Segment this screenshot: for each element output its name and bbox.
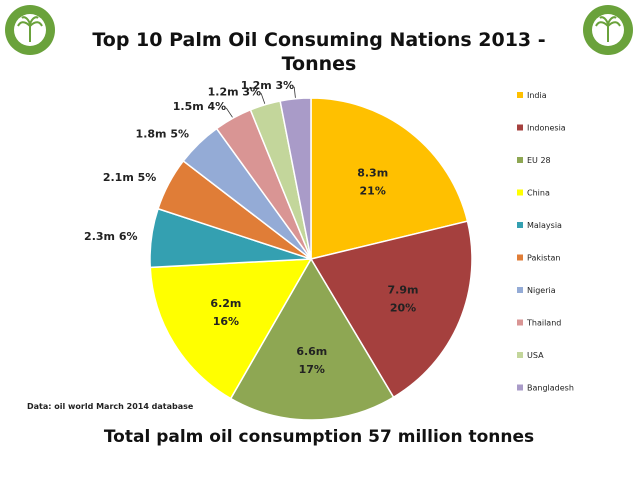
data-label-value-eu-28: 6.6m bbox=[296, 345, 327, 358]
chart-title: Top 10 Palm Oil Consuming Nations 2013 -… bbox=[92, 29, 546, 75]
data-label-percent-eu-28: 17% bbox=[299, 363, 325, 376]
data-label-pakistan: 2.1m 5% bbox=[103, 171, 156, 184]
legend-swatch-thailand bbox=[517, 319, 523, 326]
source-note: Data: oil world March 2014 database bbox=[27, 402, 194, 411]
footer-summary: Total palm oil consumption 57 million to… bbox=[103, 427, 535, 447]
pie-slice-india bbox=[310, 97, 469, 260]
legend-label-nigeria: Nigeria bbox=[527, 286, 556, 295]
legend-swatch-india bbox=[517, 92, 523, 98]
leader-line-thailand bbox=[225, 107, 233, 118]
legend-swatch-bangladesh bbox=[517, 384, 523, 391]
legend-swatch-pakistan bbox=[517, 254, 523, 261]
data-label-percent-china: 16% bbox=[213, 315, 239, 328]
greenpalm-logo bbox=[5, 5, 55, 55]
legend-label-china: China bbox=[527, 189, 550, 198]
legend-label-pakistan: Pakistan bbox=[527, 254, 561, 263]
pie-slice-eu-28 bbox=[229, 257, 395, 421]
legend-label-indonesia: Indonesia bbox=[527, 124, 566, 133]
pie-slice-bangladesh bbox=[279, 97, 312, 260]
legend-label-malaysia: Malaysia bbox=[527, 221, 562, 230]
data-label-thailand: 1.5m 4% bbox=[173, 100, 226, 113]
legend-swatch-indonesia bbox=[517, 124, 523, 131]
data-label-bangladesh: 1.2m 3% bbox=[241, 79, 294, 92]
pie-slice-china bbox=[149, 258, 313, 400]
greenpalm-logo bbox=[583, 5, 633, 55]
legend-label-eu-28: EU 28 bbox=[527, 156, 551, 165]
data-label-value-china: 6.2m bbox=[210, 297, 241, 310]
legend-label-bangladesh: Bangladesh bbox=[527, 384, 574, 393]
legend-swatch-usa bbox=[517, 352, 523, 358]
data-label-nigeria: 1.8m 5% bbox=[136, 128, 189, 141]
data-label-percent-india: 21% bbox=[360, 185, 386, 198]
data-label-malaysia: 2.3m 6% bbox=[84, 230, 137, 243]
data-label-value-indonesia: 7.9m bbox=[388, 284, 419, 297]
legend-label-thailand: Thailand bbox=[526, 319, 561, 328]
data-label-percent-indonesia: 20% bbox=[390, 302, 416, 315]
leader-line-usa bbox=[260, 93, 266, 104]
legend-swatch-nigeria bbox=[517, 287, 523, 293]
legend-swatch-malaysia bbox=[517, 222, 523, 228]
data-label-usa: 1.2m 3% bbox=[208, 85, 261, 98]
pie-slice-indonesia bbox=[309, 220, 473, 399]
legend-swatch-eu-28 bbox=[517, 157, 523, 163]
leader-line-bangladesh bbox=[293, 86, 296, 98]
legend-swatch-china bbox=[517, 189, 523, 196]
legend-label-usa: USA bbox=[527, 351, 544, 360]
legend-label-india: India bbox=[527, 91, 547, 100]
data-label-value-india: 8.3m bbox=[357, 167, 388, 180]
